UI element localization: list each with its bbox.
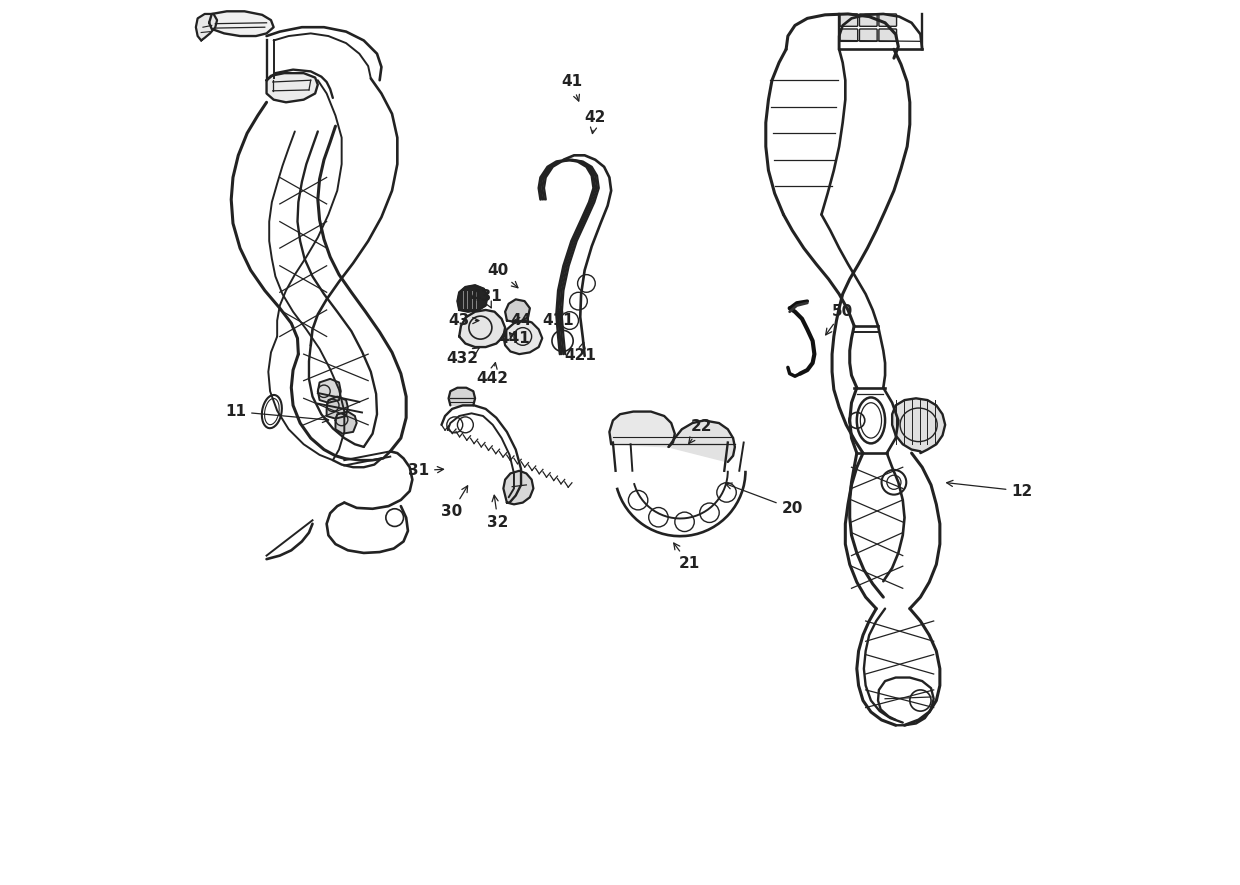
Text: 22: 22 — [688, 419, 712, 443]
Text: 411: 411 — [542, 307, 574, 328]
Polygon shape — [892, 398, 945, 453]
FancyBboxPatch shape — [879, 29, 897, 42]
Text: 432: 432 — [446, 348, 480, 366]
Text: 21: 21 — [673, 543, 699, 571]
Text: 42: 42 — [584, 110, 606, 134]
Polygon shape — [609, 412, 675, 447]
Polygon shape — [267, 73, 317, 103]
Text: 30: 30 — [441, 486, 467, 519]
Polygon shape — [336, 412, 357, 434]
Text: 421: 421 — [564, 342, 596, 364]
Polygon shape — [317, 379, 341, 403]
Polygon shape — [505, 299, 529, 321]
Polygon shape — [326, 396, 348, 419]
FancyBboxPatch shape — [859, 29, 877, 42]
Polygon shape — [503, 471, 533, 504]
Text: 43: 43 — [449, 313, 479, 328]
FancyBboxPatch shape — [859, 14, 877, 27]
Text: 31: 31 — [408, 463, 444, 478]
Text: 442: 442 — [476, 363, 508, 387]
Text: 41: 41 — [560, 74, 582, 101]
Polygon shape — [503, 320, 542, 354]
Polygon shape — [449, 388, 475, 405]
Polygon shape — [210, 12, 274, 36]
Text: 11: 11 — [226, 404, 329, 422]
Text: 44: 44 — [511, 313, 532, 328]
Text: 32: 32 — [487, 496, 508, 529]
FancyBboxPatch shape — [839, 29, 858, 42]
Polygon shape — [458, 285, 487, 312]
Text: 12: 12 — [946, 481, 1033, 498]
FancyBboxPatch shape — [839, 14, 858, 27]
FancyBboxPatch shape — [879, 14, 897, 27]
Polygon shape — [459, 310, 505, 347]
Text: 40: 40 — [487, 263, 518, 288]
Text: 431: 431 — [470, 289, 501, 308]
Text: 50: 50 — [826, 304, 853, 335]
Polygon shape — [196, 14, 217, 41]
Text: 20: 20 — [725, 483, 804, 516]
Polygon shape — [668, 420, 735, 462]
Text: 441: 441 — [498, 331, 529, 346]
